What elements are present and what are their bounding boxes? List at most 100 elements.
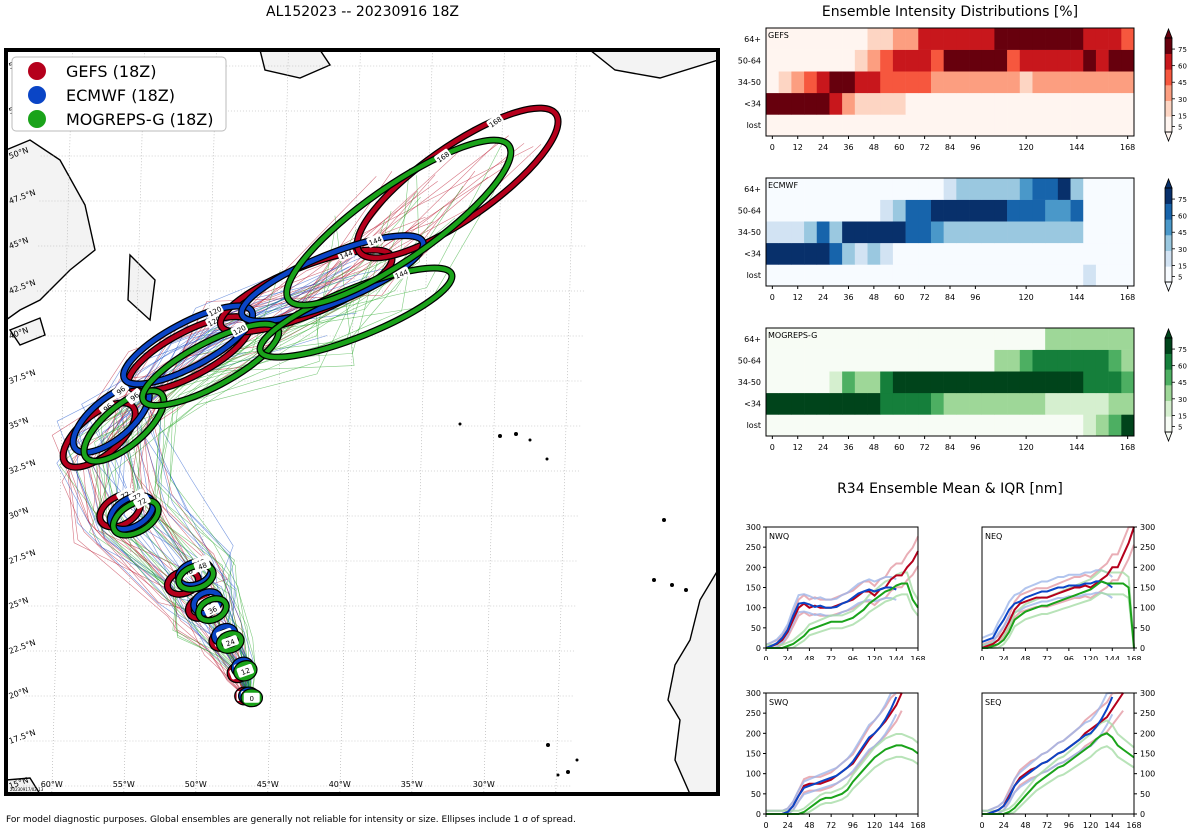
heatmap-cell (842, 28, 856, 50)
r34-quadrant-label: SWQ (769, 698, 788, 707)
heatmap-cell (1032, 349, 1046, 372)
ellipse-label-bg (112, 381, 130, 399)
heatmap-tick-label: 168 (1120, 443, 1135, 452)
heatmap-cell (994, 328, 1008, 350)
ecmwf-heatmap: lost <34 34-50 50-64 64+ ECMWF 0 12 24 36 48 60 72 84… (738, 177, 1187, 302)
heatmap-cell (778, 28, 792, 50)
ellipse-group: 12 (233, 660, 258, 682)
heatmap-cell (778, 392, 792, 415)
r34-x-tick-label: 120 (1083, 821, 1098, 830)
land (6, 50, 718, 794)
heatmap-cell (943, 392, 957, 415)
heatmap-cell (778, 264, 792, 287)
heatmap-tick-label: 144 (1069, 143, 1084, 152)
heatmap-cell (854, 328, 868, 350)
heatmap-cell (1070, 71, 1084, 94)
ellipse-group: 144 (238, 232, 427, 325)
heatmap-tick-label: 36 (843, 443, 853, 452)
heatmap-cell (829, 414, 843, 437)
heatmap-cell (930, 392, 944, 415)
legend-mogreps-marker (28, 110, 46, 128)
heatmap-cell (829, 371, 843, 394)
heatmap-cell (854, 414, 868, 437)
heatmap-cell (804, 114, 818, 137)
heatmap-cell (981, 264, 995, 287)
ensemble-track (169, 140, 504, 698)
heatmap-cell (1095, 392, 1109, 415)
ensemble-track (84, 305, 320, 698)
heatmap-cell (1083, 414, 1097, 437)
heatmap-cell (778, 328, 792, 350)
heatmap-cell (1032, 178, 1046, 200)
heatmap-cell (1121, 92, 1135, 115)
heatmap-tick-label: 24 (818, 293, 828, 302)
r34-x-tick-label: 168 (1126, 821, 1141, 830)
ensemble-track (153, 251, 413, 698)
heatmap-cell (994, 178, 1008, 200)
heatmap-cell (1057, 178, 1071, 200)
heatmap-cell (766, 221, 779, 244)
heatmap-cell (1007, 92, 1021, 115)
heatmap-cell (766, 328, 779, 350)
heatmap-cell (918, 49, 932, 72)
heatmap-cell (1083, 178, 1097, 200)
heatmap-cell (981, 392, 995, 415)
heatmap-cell (956, 49, 970, 72)
ellipse-label-bg (193, 558, 211, 573)
heatmap-cell (956, 392, 970, 415)
legend-gefs-label: GEFS (18Z) (66, 62, 156, 81)
heatmap-cell (804, 349, 818, 372)
heatmap-cell (930, 71, 944, 94)
heatmap-tick-label: 144 (1069, 293, 1084, 302)
heatmap-cell (930, 349, 944, 372)
heatmap-cell (1121, 414, 1135, 437)
r34-x-tick-label: 72 (1042, 821, 1052, 830)
heatmap-cell (816, 178, 830, 200)
heatmap-cell (854, 92, 868, 115)
r34-x-tick-label: 24 (999, 821, 1009, 830)
r34-quadrant-label: NEQ (985, 532, 1002, 541)
ellipse-label-bg (203, 602, 222, 617)
heatmap-cell (1007, 49, 1021, 72)
r34-x-tick-label: 144 (1105, 821, 1120, 830)
r34-y-tick-label: 250 (1140, 543, 1155, 552)
heatmap-cell (1083, 392, 1097, 415)
heatmap-cell (930, 28, 944, 50)
r34-neq-chart: NEQ 0 24 48 72 96 120 144 168 0 50 100 150 200 250 300 (979, 523, 1155, 660)
heatmap-cell (918, 92, 932, 115)
heatmap-cell (1070, 178, 1084, 200)
heatmap-tick-label: 120 (1018, 143, 1033, 152)
heatmap-cell (804, 92, 818, 115)
r34-mean-line (981, 580, 1113, 643)
heatmap-cell (804, 49, 818, 72)
heatmap-cell (1045, 414, 1059, 437)
heatmap-cell (994, 414, 1008, 437)
colorbar-segment (1165, 385, 1172, 401)
heatmap-cell (905, 199, 919, 222)
colorbar-segment (1165, 369, 1172, 386)
ellipse-label-bg (243, 692, 260, 703)
heatmap-cell (880, 28, 894, 50)
colorbar-bottom-arrow (1164, 131, 1173, 143)
r34-x-tick-label: 96 (848, 821, 858, 830)
heatmap-cell (892, 178, 906, 200)
heatmap-cell (1007, 221, 1021, 244)
colorbar-tick-label: 60 (1178, 363, 1187, 371)
heatmap-cell (1032, 114, 1046, 137)
heatmap-cell (829, 178, 843, 200)
track-map[interactable]: 0122436487296120144168012243648729612014… (0, 0, 725, 805)
heatmap-tick-label: 72 (920, 143, 930, 152)
heatmap-cell (791, 328, 805, 350)
heatmap-cell (842, 392, 856, 415)
r34-x-tick-label: 96 (848, 655, 858, 660)
heatmap-cell (1007, 414, 1021, 437)
heatmap-cell (1032, 264, 1046, 287)
r34-x-tick-label: 48 (804, 821, 814, 830)
ellipse-group: 48 (175, 558, 217, 593)
r34-mean-line (982, 696, 1114, 815)
heatmap-cell (905, 28, 919, 50)
ellipse-label-bg (486, 113, 504, 130)
heatmap-cell (778, 199, 792, 222)
ensemble-track (99, 258, 419, 698)
heatmap-cell (842, 114, 856, 137)
